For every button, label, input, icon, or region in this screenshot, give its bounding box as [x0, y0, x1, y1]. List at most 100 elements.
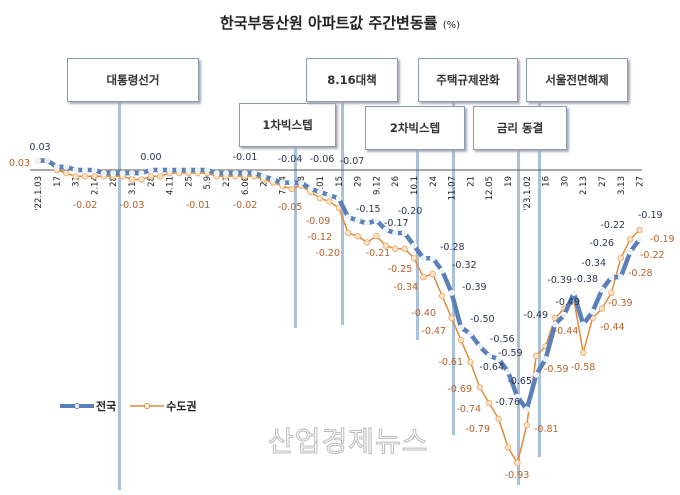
data-label-capital: -0.58 — [571, 362, 596, 373]
data-point-national — [63, 163, 70, 170]
annotation-bigstep2: 2차빅스텝 — [365, 106, 465, 150]
data-point-capital — [504, 444, 512, 451]
data-label-national: -0.38 — [573, 274, 598, 285]
data-point-national — [72, 166, 79, 173]
x-tick-label: 4.11 — [166, 176, 176, 195]
data-label-capital: -0.34 — [393, 282, 418, 293]
legend-national-swatch — [60, 403, 94, 409]
x-tick-label: 26 — [391, 176, 401, 187]
data-point-national — [110, 170, 117, 177]
data-label-capital: -0.81 — [534, 424, 559, 435]
data-point-capital — [326, 198, 333, 205]
data-point-national — [401, 229, 408, 236]
data-point-capital — [156, 173, 164, 180]
event-line-816 — [341, 100, 344, 325]
x-tick-label: 3.14 — [128, 176, 138, 195]
data-point-national — [185, 166, 192, 173]
data-point-capital — [551, 314, 559, 322]
data-point-national — [260, 173, 267, 180]
annotation-816: 8.16대책 — [306, 58, 398, 102]
x-tick-label: 9.12 — [372, 176, 382, 195]
data-point-capital — [128, 176, 136, 183]
data-label-national: -0.32 — [452, 260, 477, 271]
data-point-national — [251, 170, 258, 177]
chart-title: 한국부동산원 아파트값 주간변동률 (%) — [0, 12, 680, 33]
data-point-capital — [420, 273, 427, 281]
data-point-capital — [467, 358, 474, 366]
data-label-national: -0.64 — [479, 362, 504, 373]
x-tick-label: '23.1.02 — [523, 176, 533, 211]
data-label-capital: -0.02 — [233, 200, 258, 211]
data-label-national: -0.07 — [340, 156, 365, 167]
data-point-national — [467, 330, 474, 337]
annotation-bigstep1: 1차빅스텝 — [239, 103, 336, 147]
data-point-national — [157, 166, 164, 173]
annotation-election-label: 대통령선거 — [106, 73, 160, 87]
data-point-capital — [533, 352, 540, 360]
event-line-election — [118, 100, 121, 490]
data-point-national — [457, 324, 464, 331]
data-point-national — [429, 255, 436, 262]
data-point-capital — [523, 421, 530, 429]
data-label-national: -0.04 — [278, 154, 303, 165]
data-point-capital — [617, 255, 624, 262]
data-point-national — [166, 166, 173, 173]
title-unit: (%) — [442, 20, 460, 31]
annotation-bigstep2-label: 2차빅스텝 — [389, 121, 441, 135]
data-point-national — [213, 170, 220, 177]
data-point-national — [128, 170, 135, 177]
data-point-national — [232, 170, 239, 177]
data-label-national: -0.28 — [440, 242, 465, 253]
data-label-national: -0.56 — [490, 334, 515, 345]
x-tick-label: 29 — [354, 176, 364, 187]
x-tick-label: 5.9 — [203, 176, 213, 190]
data-label-capital: -0.03 — [120, 200, 145, 211]
data-label-capital: -0.40 — [411, 308, 436, 319]
annotation-seoul: 서울전면해제 — [526, 58, 628, 102]
data-label-national: -0.20 — [398, 206, 423, 217]
legend-national-label: 전국 — [96, 400, 117, 413]
x-tick-label: 17 — [53, 176, 63, 187]
annotation-deregulation: 주택규제완화 — [418, 58, 518, 102]
data-label-capital: -0.21 — [366, 248, 391, 259]
annotation-816-label: 8.16대책 — [327, 73, 377, 87]
data-point-national — [542, 355, 549, 362]
x-tick-label: 15 — [335, 176, 345, 187]
data-label-capital: -0.01 — [186, 200, 211, 211]
data-point-national — [599, 286, 606, 293]
data-point-national — [363, 220, 370, 227]
data-point-capital — [495, 415, 502, 423]
data-point-capital — [486, 399, 493, 407]
data-point-capital — [457, 336, 465, 344]
data-point-national — [307, 185, 314, 192]
data-point-capital — [401, 245, 408, 252]
data-label-national: -0.06 — [310, 154, 335, 165]
data-point-national — [279, 179, 286, 186]
data-label-national: -0.01 — [233, 152, 258, 163]
data-point-capital — [636, 226, 643, 234]
data-point-national — [373, 217, 380, 224]
legend-capital: 수도권 — [130, 398, 197, 414]
data-point-capital — [373, 232, 380, 240]
data-point-national — [495, 355, 502, 362]
data-label-capital: -0.93 — [505, 470, 530, 481]
x-tick-label: 24 — [429, 176, 439, 187]
x-tick-label: 3.13 — [617, 176, 627, 195]
data-point-capital — [354, 232, 361, 240]
data-point-national — [269, 176, 276, 183]
data-label-capital: 0.03 — [9, 158, 30, 169]
x-tick-label: 27 — [636, 176, 646, 187]
x-tick-label: 25 — [184, 176, 194, 187]
data-point-capital — [410, 255, 418, 262]
annotation-rate-freeze: 금리 동결 — [473, 106, 567, 150]
data-point-national — [523, 406, 530, 413]
data-point-capital — [580, 349, 587, 356]
data-point-national — [533, 371, 540, 378]
data-label-capital: -0.44 — [554, 326, 579, 337]
data-label-capital: -0.12 — [307, 232, 332, 243]
data-label-national: 0.03 — [29, 142, 50, 153]
x-tick-label: 16 — [542, 176, 552, 187]
data-point-capital — [62, 169, 70, 177]
data-label-capital: -0.09 — [306, 216, 331, 227]
x-tick-label: 2.13 — [579, 176, 589, 195]
